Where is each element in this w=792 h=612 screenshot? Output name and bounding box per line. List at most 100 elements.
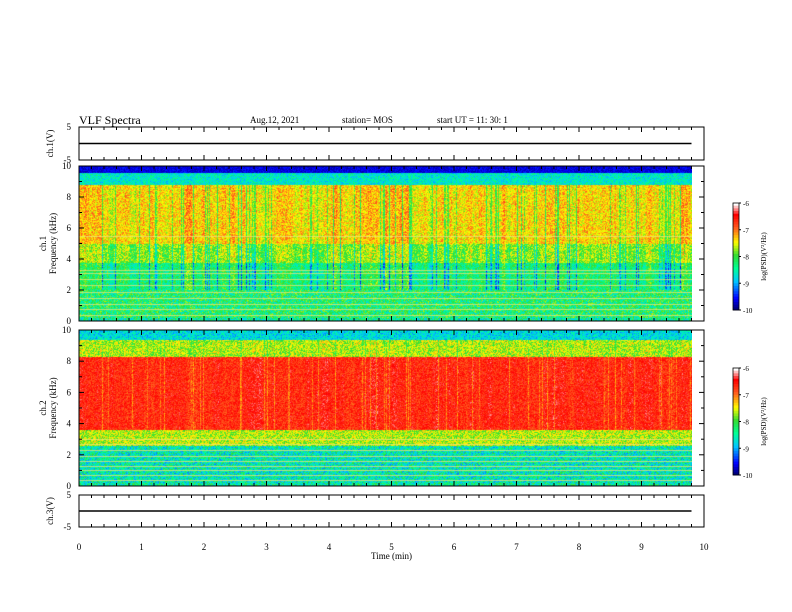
axes-layer [78, 126, 705, 528]
colorbar-segment [733, 267, 739, 271]
colorbar-segment [733, 293, 739, 298]
colorbar-segment [733, 392, 739, 396]
y-axis-label: ch.1(V) [45, 130, 55, 158]
colorbar-tick-label: -7 [743, 392, 749, 400]
y-tick-label: 5 [67, 122, 72, 132]
colorbar-segment [733, 453, 739, 457]
colorbar-segment [733, 389, 739, 393]
colorbar-segment [733, 445, 739, 449]
colorbar-segment [733, 378, 739, 382]
colorbar-segment [733, 408, 739, 412]
x-tick-label: 10 [700, 542, 710, 552]
x-tick-label: 7 [514, 542, 519, 552]
colorbar-segment [733, 285, 739, 290]
colorbar-segment [733, 299, 739, 303]
x-tick-label: 1 [139, 542, 144, 552]
y-tick-label: -5 [64, 522, 72, 532]
colorbar-tick-label: -8 [743, 254, 749, 262]
colorbar-segment [733, 456, 739, 460]
y-axis-label-line: Frequency (kHz) [48, 377, 58, 438]
colorbar-segment [733, 283, 739, 287]
y-axis-label-line: ch.1(V) [45, 130, 55, 158]
x-tick-label: 6 [452, 542, 457, 552]
colorbar-segment [733, 370, 739, 374]
y-tick-label: 2 [67, 450, 72, 460]
colorbar-tick-label: -10 [743, 307, 753, 315]
colorbar-segment [733, 394, 739, 398]
colorbar-segment [733, 229, 739, 233]
x-tick-label: 8 [577, 542, 582, 552]
colorbar-segment [733, 413, 739, 417]
colorbar-segment [733, 397, 739, 401]
colorbar-segment [733, 376, 739, 380]
colorbar-segment [733, 269, 739, 274]
colorbar-segment [733, 251, 739, 255]
colorbar-segment [733, 373, 739, 377]
colorbar-layer: -6 -7 -8 -9 -10 log(PSD)(V²/Hz) -6 -7 -8 -9 -10 log… [732, 200, 768, 480]
colorbar-segment [733, 440, 739, 444]
colorbar-segment [733, 205, 739, 209]
colorbar-segment [733, 469, 739, 473]
colorbar-tick-label: -9 [743, 445, 749, 453]
y-tick-label: 2 [67, 285, 72, 295]
colorbar-segment [733, 243, 739, 247]
y-tick-label: 4 [67, 254, 72, 264]
x-tick-label: 2 [202, 542, 207, 552]
colorbar-segment [733, 304, 739, 308]
colorbar-segment [733, 219, 739, 223]
colorbar-segment [733, 237, 739, 241]
colorbar-segment [733, 277, 739, 282]
y-tick-label: 10 [62, 325, 72, 335]
x-tick-label: 5 [389, 542, 394, 552]
spectrogram-image-1 [79, 166, 692, 321]
y-axis-label-line: Frequency (kHz) [48, 213, 58, 274]
colorbar-segment [733, 405, 739, 409]
y-tick-label: 8 [67, 356, 72, 366]
colorbar-segment [733, 264, 739, 268]
colorbar-segment [733, 466, 739, 471]
colorbar-segment [733, 437, 739, 441]
colorbar-segment [733, 416, 739, 420]
colorbar-segment [733, 301, 739, 306]
colorbar-segment [733, 272, 739, 276]
y-tick-label: 4 [67, 419, 72, 429]
colorbar-segment [733, 442, 739, 447]
colorbar-segment [733, 426, 739, 431]
colorbar-segment [733, 418, 739, 422]
y-tick-label: 8 [67, 192, 72, 202]
y-tick-label: 10 [62, 161, 72, 171]
colorbar-segment [733, 432, 739, 436]
colorbar-segment [733, 288, 739, 292]
spectrogram-layer [79, 166, 692, 486]
colorbar-tick-label: -9 [743, 280, 749, 288]
colorbar-segment [733, 296, 739, 300]
spectrogram-image-2 [79, 330, 692, 486]
colorbar-segment [733, 224, 739, 228]
date-label: Aug.12, 2021 [250, 115, 300, 125]
colorbar-segment [733, 307, 739, 311]
colorbar-segment [733, 384, 739, 388]
colorbar-segment [733, 253, 739, 257]
colorbar-segment [733, 464, 739, 468]
colorbar-tick-label: -8 [743, 419, 749, 427]
colorbar-segment [733, 400, 739, 404]
colorbar-segment [733, 421, 739, 425]
y-axis-label: ch.3(V) [45, 497, 55, 525]
colorbar-segment [733, 368, 739, 372]
y-tick-label: 0 [67, 481, 72, 491]
colorbar-tick-label: -7 [743, 227, 749, 235]
colorbar-segment [733, 386, 739, 390]
colorbar-segment [733, 448, 739, 452]
colorbar-segment [733, 280, 739, 284]
colorbar-segment [733, 424, 739, 428]
colorbar-label: log(PSD)(V²/Hz) [760, 397, 768, 446]
colorbar-segment [733, 461, 739, 465]
colorbar-segment [733, 381, 739, 385]
y-axis-label-line: ch.3(V) [45, 497, 55, 525]
colorbar-segment [733, 208, 739, 212]
colorbar-label-text: log(PSD)(V²/Hz) [760, 232, 768, 281]
colorbar-segment [733, 211, 739, 215]
y-tick-label: 0 [67, 316, 72, 326]
